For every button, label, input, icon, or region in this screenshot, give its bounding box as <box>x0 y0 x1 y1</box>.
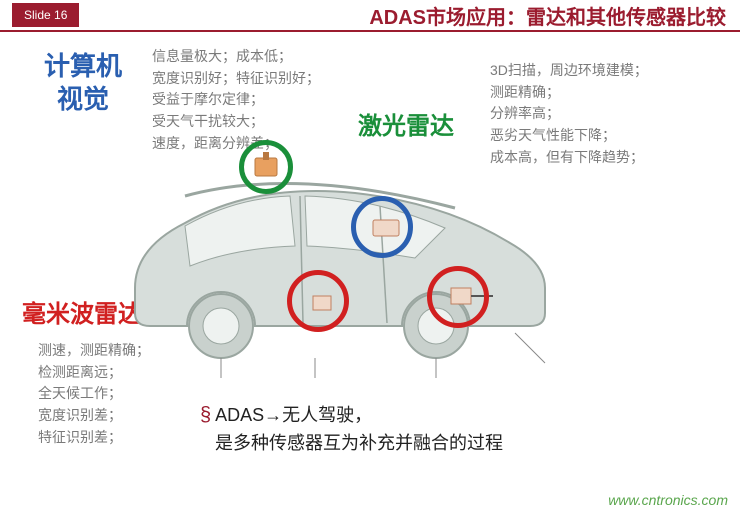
lidar-bullet: 分辨率高； <box>490 103 648 125</box>
vision-bullet: 受益于摩尔定律； <box>152 89 320 111</box>
bottom-line1: ADAS→无人驾驶， <box>215 405 372 425</box>
lidar-bullet: 3D扫描，周边环境建模； <box>490 60 648 82</box>
lidar-bullet: 恶劣天气性能下降； <box>490 125 648 147</box>
ring-lidar-green <box>239 140 293 194</box>
vision-heading-line1: 计算机 <box>44 50 122 83</box>
section-symbol: § <box>200 404 211 426</box>
vision-heading: 计算机 视觉 <box>44 50 122 115</box>
slide-title: ADAS市场应用：雷达和其他传感器比较 <box>369 1 726 30</box>
vision-bullet: 宽度识别好；特征识别好； <box>152 68 320 90</box>
mmwave-bullet: 宽度识别差； <box>38 405 150 427</box>
car-diagram <box>115 148 555 378</box>
ring-camera-blue <box>351 196 413 258</box>
lidar-heading-text: 激光雷达 <box>358 113 454 140</box>
vision-bullets: 信息量极大；成本低； 宽度识别好；特征识别好； 受益于摩尔定律； 受天气干扰较大… <box>152 46 320 154</box>
slide-number-tag: Slide 16 <box>12 3 79 27</box>
lidar-heading: 激光雷达 <box>358 112 454 142</box>
vision-bullet: 受天气干扰较大； <box>152 111 320 133</box>
mmwave-bullet: 特征识别差； <box>38 427 150 449</box>
lidar-bullet: 测距精确； <box>490 82 648 104</box>
bottom-statement: § ADAS→无人驾驶， 是多种传感器互为补充并融合的过程 <box>200 400 503 457</box>
ring-radar-red-1 <box>287 270 349 332</box>
ring-radar-red-2 <box>427 266 489 328</box>
slide-header: Slide 16 ADAS市场应用：雷达和其他传感器比较 <box>0 0 740 32</box>
watermark: www.cntronics.com <box>608 492 728 508</box>
slide-number-text: Slide 16 <box>24 8 67 22</box>
vision-heading-line2: 视觉 <box>44 83 122 116</box>
car-svg <box>115 148 555 378</box>
mmwave-bullet: 全天候工作； <box>38 383 150 405</box>
vision-bullet: 信息量极大；成本低； <box>152 46 320 68</box>
bottom-line2: 是多种传感器互为补充并融合的过程 <box>215 433 503 453</box>
watermark-text: www.cntronics.com <box>608 492 728 508</box>
